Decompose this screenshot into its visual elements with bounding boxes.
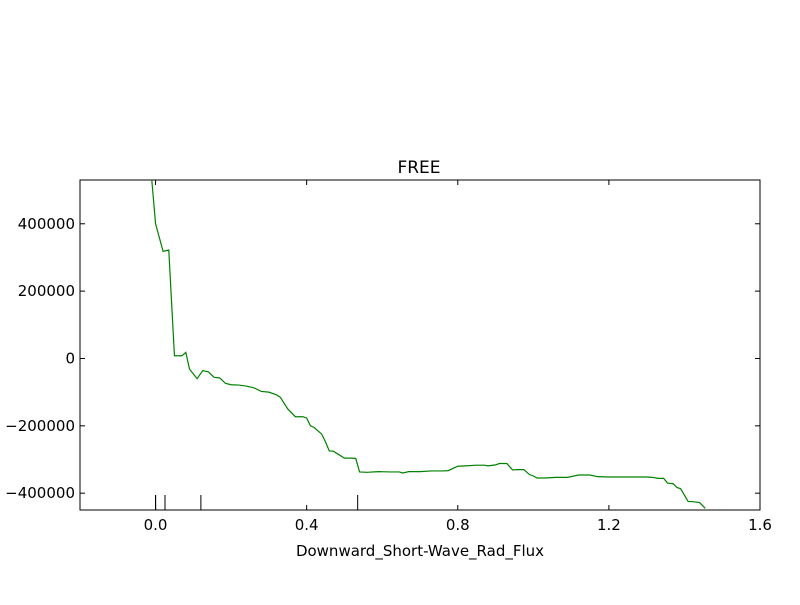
y-tick-label: −400000	[5, 484, 75, 502]
plot-frame	[79, 179, 761, 511]
x-tick-label: 0.8	[446, 516, 470, 534]
x-tick-label: 1.6	[748, 516, 772, 534]
chart-title: FREE	[397, 158, 440, 178]
y-tick-label: 0	[65, 349, 75, 367]
plot-area: 0.0 0.4 0.8 1.2 1.6 400000 200000 0 −200000 −400…	[5, 179, 772, 534]
y-axis-ticks: 400000 200000 0 −200000 −400000	[5, 215, 760, 502]
y-tick-label: 200000	[18, 282, 75, 300]
x-axis-ticks: 0.0 0.4 0.8 1.2 1.6	[144, 180, 772, 534]
x-tick-label: 0.4	[295, 516, 319, 534]
series-line-0	[151, 180, 706, 509]
x-axis-label: Downward_Short-Wave_Rad_Flux	[296, 542, 544, 561]
x-tick-label: 1.2	[597, 516, 621, 534]
y-tick-label: −200000	[5, 417, 75, 435]
series-layer	[151, 180, 706, 509]
y-tick-label: 400000	[18, 215, 75, 233]
x-tick-label: 0.0	[144, 516, 168, 534]
